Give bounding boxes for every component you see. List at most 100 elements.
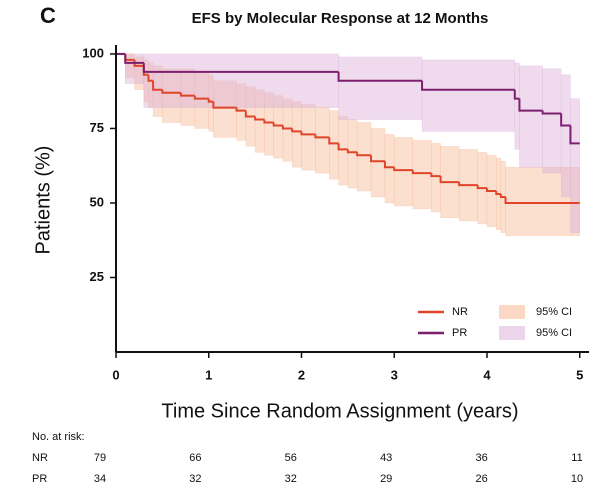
legend-ci-label: 95% CI xyxy=(536,327,572,339)
risk-row-label: NR xyxy=(32,452,48,464)
chart-title: EFS by Molecular Response at 12 Months xyxy=(192,10,489,27)
x-tick-label: 0 xyxy=(112,367,119,382)
km-step xyxy=(161,89,181,94)
risk-count: 11 xyxy=(571,452,582,464)
y-tick-label: 100 xyxy=(82,45,104,60)
legend-swatch xyxy=(499,326,525,340)
y-tick-label: 25 xyxy=(90,269,104,284)
y-axis-label: Patients (%) xyxy=(32,146,54,255)
ci-band xyxy=(431,143,441,213)
km-step xyxy=(346,149,358,154)
ci-band xyxy=(291,101,302,168)
ci-band xyxy=(519,65,543,168)
km-step xyxy=(124,53,144,64)
risk-row-label: PR xyxy=(32,473,47,485)
km-step xyxy=(370,155,385,163)
km-step xyxy=(476,185,487,190)
legend-label: NR xyxy=(452,306,468,318)
legend-label: PR xyxy=(452,327,467,339)
km-step xyxy=(569,125,580,145)
ci-band xyxy=(570,98,580,234)
risk-count: 43 xyxy=(380,452,392,464)
km-step xyxy=(152,80,163,91)
km-step xyxy=(254,116,265,121)
km-step xyxy=(560,113,571,127)
km-step xyxy=(291,128,302,133)
km-step xyxy=(244,110,256,118)
ci-band xyxy=(143,53,339,108)
km-step xyxy=(439,176,460,184)
km-step xyxy=(147,74,154,82)
km-step xyxy=(513,89,520,100)
ci-band xyxy=(560,74,571,198)
x-tick-label: 2 xyxy=(298,367,305,382)
km-step xyxy=(337,71,423,82)
ci-band xyxy=(338,116,349,186)
legend-swatch xyxy=(499,305,525,319)
km-step xyxy=(518,98,543,112)
km-step xyxy=(272,122,283,127)
ci-band xyxy=(356,122,372,192)
ci-band xyxy=(384,134,395,204)
x-tick-label: 5 xyxy=(576,367,583,382)
km-step xyxy=(142,62,339,73)
risk-count: 29 xyxy=(380,473,392,485)
km-step xyxy=(235,107,246,112)
km-step xyxy=(212,101,237,109)
panel-label: C xyxy=(40,3,56,28)
km-step xyxy=(300,131,316,136)
legend-ci-label: 95% CI xyxy=(536,306,572,318)
ci-band xyxy=(421,59,516,132)
ci-band xyxy=(347,119,358,189)
risk-count: 36 xyxy=(475,452,487,464)
km-step xyxy=(356,152,372,157)
km-step xyxy=(411,170,432,175)
risk-count: 32 xyxy=(285,473,297,485)
ci-band xyxy=(370,128,386,198)
km-step xyxy=(207,98,214,103)
km-step xyxy=(504,197,580,204)
risk-count: 56 xyxy=(285,452,297,464)
curves xyxy=(116,52,580,204)
km-step xyxy=(281,125,293,130)
ci-band xyxy=(301,104,316,171)
km-step xyxy=(337,143,348,151)
km-step xyxy=(458,182,478,187)
km-step xyxy=(179,92,195,97)
ci-band xyxy=(329,110,339,180)
km-step xyxy=(430,173,441,178)
km-step xyxy=(495,191,501,196)
y-tick-label: 50 xyxy=(90,194,104,209)
risk-count: 32 xyxy=(189,473,201,485)
x-axis-label: Time Since Random Assignment (years) xyxy=(161,400,518,422)
km-step xyxy=(328,137,339,145)
x-tick-label: 4 xyxy=(483,367,491,382)
risk-count: 79 xyxy=(94,452,106,464)
risk-count: 66 xyxy=(189,452,201,464)
ci-band xyxy=(282,98,293,162)
km-step xyxy=(393,167,413,172)
ci-band xyxy=(412,140,432,210)
ci-band xyxy=(125,53,145,84)
ci-band xyxy=(542,68,562,174)
km-step xyxy=(485,188,497,193)
km-step xyxy=(314,134,330,139)
risk-table-title: No. at risk: xyxy=(32,431,85,443)
risk-count: 10 xyxy=(571,473,583,485)
risk-count: 34 xyxy=(94,473,106,485)
x-tick-label: 1 xyxy=(205,367,212,382)
ci-band xyxy=(393,137,414,207)
km-step xyxy=(263,119,274,124)
ci-band xyxy=(338,56,423,120)
x-tick-label: 3 xyxy=(391,367,398,382)
y-tick-label: 75 xyxy=(90,120,104,135)
risk-count: 26 xyxy=(475,473,487,485)
ci-band xyxy=(315,107,330,174)
ci-band xyxy=(505,166,580,237)
km-step xyxy=(383,161,395,169)
km-step xyxy=(541,110,562,115)
km-step xyxy=(421,80,515,91)
km-step xyxy=(499,194,506,199)
km-step xyxy=(193,95,209,100)
